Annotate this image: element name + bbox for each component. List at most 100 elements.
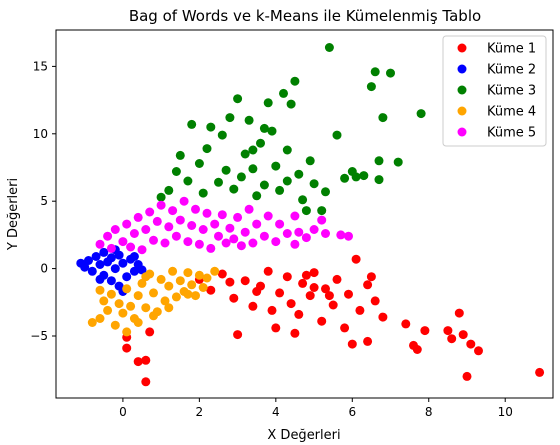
point-series-1-37: [420, 326, 430, 336]
point-series-2-6: [95, 260, 105, 269]
point-series-1-33: [366, 272, 376, 282]
point-series-4-30: [210, 266, 220, 276]
point-series-4-4: [106, 289, 116, 299]
legend-box: [442, 35, 547, 147]
point-series-4-34: [133, 318, 143, 327]
point-series-3-45: [370, 67, 380, 77]
point-series-5-34: [229, 234, 239, 244]
point-series-3-43: [359, 171, 369, 181]
point-series-5-43: [275, 219, 285, 229]
point-series-3-7: [198, 188, 208, 198]
point-series-5-4: [110, 225, 120, 234]
point-series-3-25: [271, 161, 281, 171]
points-layer: [76, 43, 545, 387]
point-series-4-12: [137, 278, 147, 288]
point-series-5-5: [118, 237, 128, 247]
point-series-3-32: [298, 195, 308, 205]
point-series-3-29: [286, 99, 296, 109]
point-series-1-39: [447, 334, 457, 344]
point-series-1-29: [271, 323, 281, 333]
point-series-3-39: [332, 130, 342, 140]
point-series-1-8: [263, 266, 273, 276]
point-series-4-9: [126, 301, 136, 311]
point-series-5-6: [122, 219, 132, 229]
point-series-2-10: [106, 276, 116, 286]
point-series-4-25: [187, 280, 197, 290]
point-series-2-3: [84, 256, 93, 265]
point-series-5-48: [309, 225, 319, 234]
point-series-5-46: [294, 227, 304, 237]
y-axis: −5 0 5 10 15: [30, 59, 56, 343]
point-series-3-3: [175, 150, 185, 160]
point-series-1-25: [363, 280, 373, 290]
x-tick-label-4: 8: [425, 405, 433, 419]
point-series-5-23: [187, 221, 197, 230]
point-series-3-48: [386, 68, 395, 78]
point-series-1-19: [328, 300, 338, 310]
point-series-4-8: [122, 284, 132, 294]
x-tick-label-0: 0: [119, 405, 127, 419]
point-series-4-5: [110, 320, 120, 330]
point-series-4-2: [99, 296, 109, 306]
point-series-1-26: [370, 296, 380, 306]
point-series-1-5: [240, 276, 250, 286]
x-tick-label-1: 2: [196, 405, 204, 419]
point-series-3-27: [279, 88, 288, 98]
point-series-2-20: [137, 265, 147, 275]
point-series-5-8: [129, 229, 139, 238]
point-series-3-33: [301, 206, 311, 216]
point-series-1-52: [324, 291, 334, 301]
legend-marker-3: [457, 85, 467, 95]
point-series-1-21: [340, 323, 350, 333]
legend-label-5: Küme 5: [487, 126, 536, 141]
y-tick-label-2: 5: [40, 194, 48, 208]
legend-marker-1: [457, 43, 467, 53]
point-series-5-50: [321, 229, 330, 238]
point-series-4-19: [164, 281, 174, 291]
point-series-4-33: [122, 327, 132, 337]
point-series-5-40: [259, 231, 269, 241]
point-series-3-9: [206, 122, 216, 132]
point-series-3-16: [236, 172, 246, 182]
point-series-3-23: [263, 98, 273, 108]
point-series-5-30: [214, 231, 223, 241]
point-series-1-3: [217, 269, 227, 279]
point-series-5-20: [175, 215, 185, 225]
chart-title: Bag of Words ve k-Means ile Kümelenmiş T…: [129, 7, 481, 25]
point-series-1-41: [458, 330, 468, 340]
point-series-3-28: [282, 145, 292, 155]
y-axis-label: Y Değerleri: [6, 178, 21, 251]
y-tick-label-4: 15: [33, 59, 48, 73]
point-series-5-47: [301, 233, 311, 243]
point-series-1-27: [378, 312, 388, 322]
point-series-1-22: [344, 289, 353, 299]
point-series-4-11: [133, 291, 143, 301]
point-series-5-3: [106, 243, 116, 253]
point-series-3-42: [351, 172, 361, 182]
point-series-3-6: [194, 159, 204, 168]
x-tick-label-2: 4: [272, 405, 280, 419]
point-series-1-17: [317, 316, 327, 326]
point-series-3-17: [240, 149, 250, 159]
point-series-5-37: [240, 227, 250, 237]
point-series-3-35: [309, 179, 319, 189]
point-series-3-21: [256, 138, 265, 148]
point-series-3-46: [374, 156, 384, 166]
point-series-3-47: [378, 113, 388, 123]
point-series-3-52: [156, 192, 166, 202]
point-series-5-54: [244, 204, 254, 214]
y-tick-label-1: 0: [40, 262, 48, 276]
point-series-3-22: [259, 180, 269, 190]
point-series-4-6: [114, 299, 124, 309]
point-series-5-32: [221, 238, 231, 248]
point-series-5-12: [145, 207, 155, 217]
legend-marker-5: [457, 127, 467, 137]
point-series-5-38: [248, 238, 258, 248]
point-series-4-22: [175, 276, 185, 286]
point-series-1-48: [133, 357, 143, 367]
point-series-1-44: [462, 371, 472, 381]
point-series-5-25: [194, 239, 204, 249]
point-series-1-38: [443, 326, 453, 336]
point-series-3-40: [340, 173, 350, 183]
